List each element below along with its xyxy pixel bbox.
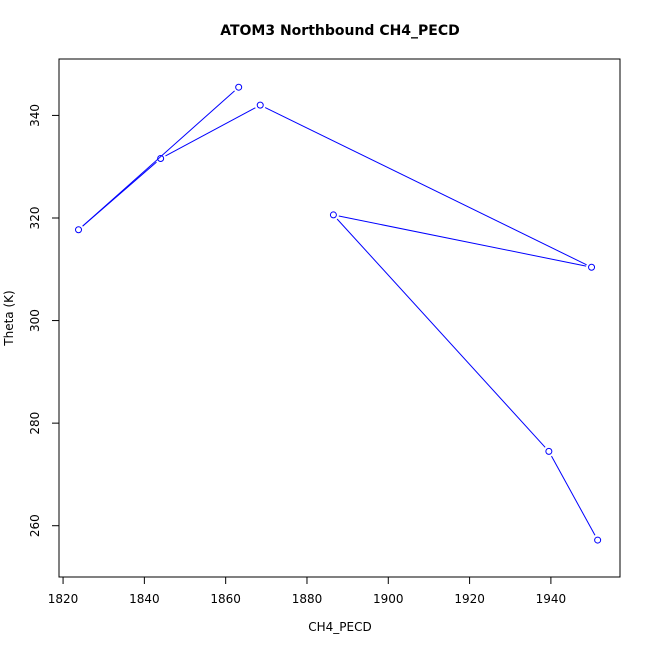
x-tick-label: 1860: [210, 592, 241, 606]
x-axis-label: CH4_PECD: [308, 620, 371, 634]
series-line-segment: [264, 107, 587, 266]
series-layer: [75, 83, 602, 544]
y-axis: 260 280 300 320 340: [28, 104, 60, 537]
y-tick-label: 320: [28, 207, 42, 230]
y-tick-label: 300: [28, 309, 42, 332]
data-point: [256, 101, 264, 109]
x-tick-label: 1840: [129, 592, 160, 606]
x-tick-label: 1940: [536, 592, 567, 606]
data-point: [329, 211, 337, 219]
plot-area: [58, 58, 621, 578]
series-line-segment: [551, 455, 596, 536]
data-point: [545, 447, 553, 455]
x-tick-label: 1920: [454, 592, 485, 606]
x-tick-label: 1880: [292, 592, 323, 606]
series-line-segment: [336, 218, 546, 448]
x-axis: 1820 1840 1860 1880 1900 1920 1940: [48, 576, 567, 606]
data-point: [235, 83, 243, 91]
y-tick-label: 260: [28, 514, 42, 537]
series-line-segment: [165, 107, 256, 157]
y-tick-label: 280: [28, 412, 42, 435]
chart-title: ATOM3 Northbound CH4_PECD: [220, 23, 460, 39]
x-tick-label: 1820: [48, 592, 79, 606]
data-point: [75, 226, 83, 234]
series-line-segment: [82, 90, 235, 227]
data-point: [157, 154, 165, 162]
y-tick-label: 340: [28, 104, 42, 127]
y-axis-label: Theta (K): [2, 290, 16, 346]
x-tick-label: 1900: [373, 592, 404, 606]
data-point: [594, 536, 602, 544]
series-line-segment: [338, 215, 587, 267]
data-point: [588, 263, 596, 271]
